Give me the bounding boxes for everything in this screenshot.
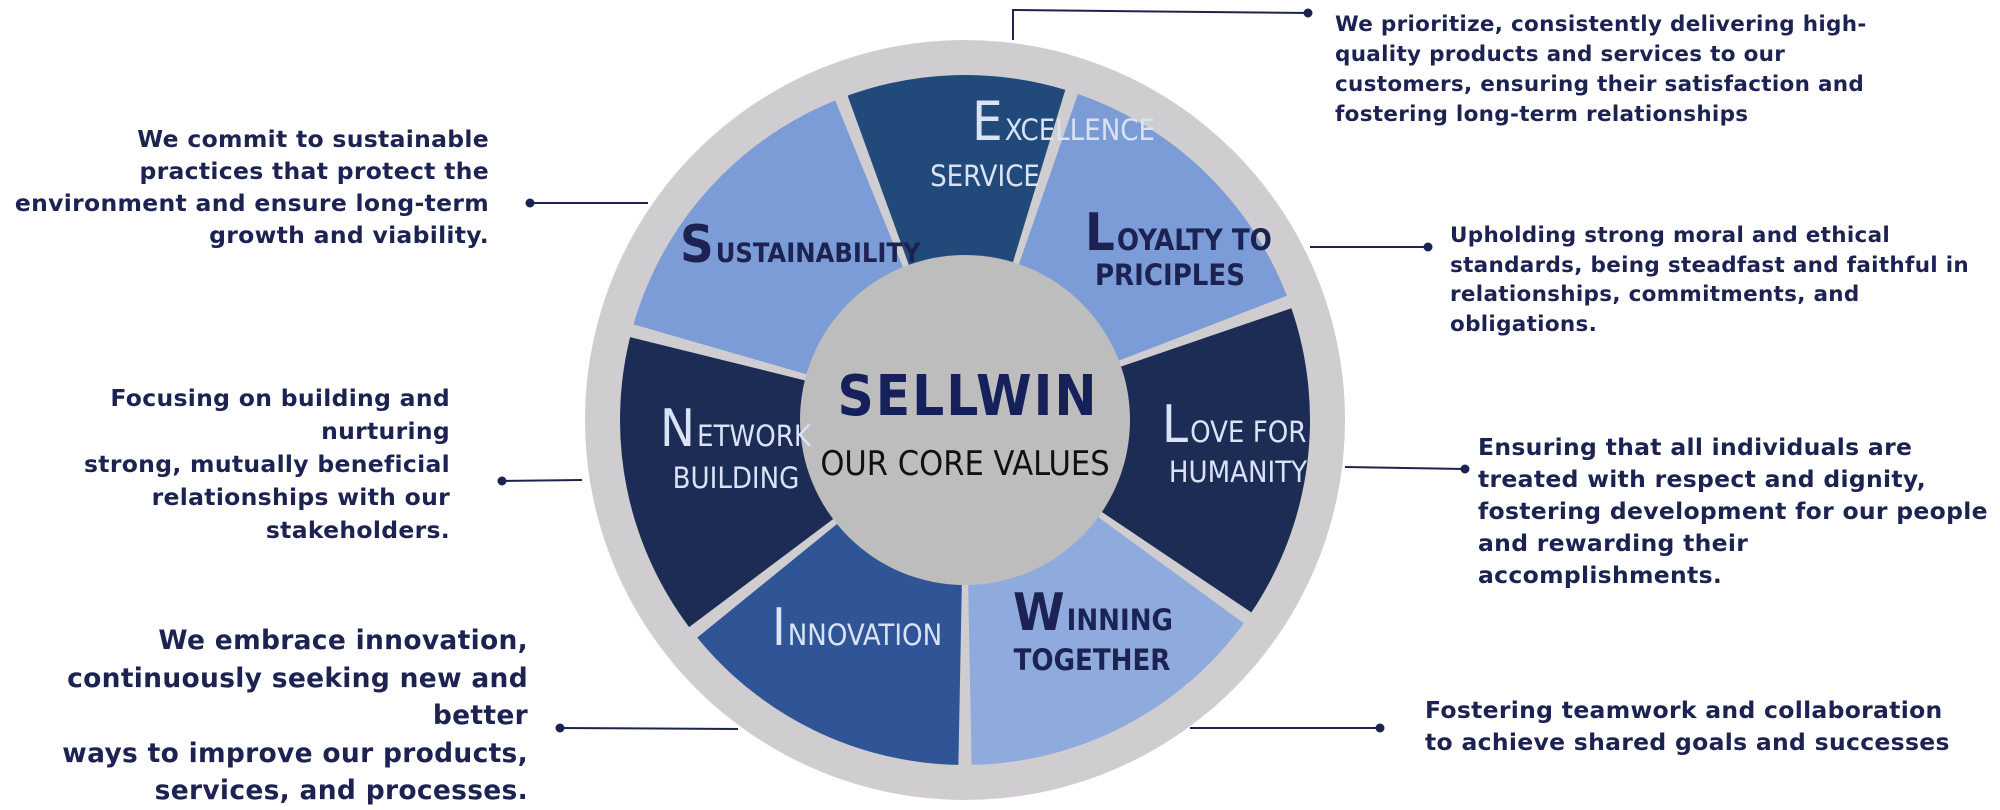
segment-network <box>620 337 838 628</box>
connector-excellence <box>1012 8 1309 40</box>
segment-excellence <box>847 75 1066 270</box>
description-winning: Fostering teamwork and collaboration to … <box>1425 696 1950 756</box>
segment-winning <box>968 514 1244 765</box>
segment-innovation <box>697 520 962 765</box>
connector-love <box>1344 466 1466 470</box>
connector-dot-excellence <box>1303 8 1313 18</box>
segment-sustainability <box>633 100 905 376</box>
connector-innovation <box>559 727 739 730</box>
segment-label-loyalty: LOYALTY TO <box>1085 203 1272 263</box>
segment-label-winning-line2: TOGETHER <box>1014 643 1171 677</box>
description-innovation: We embrace innovation, continuously seek… <box>62 625 528 806</box>
connector-dot-network <box>497 476 507 486</box>
segment-love <box>1097 308 1310 613</box>
segment-label-network-line2: BUILDING <box>673 461 800 495</box>
segment-label-love-line2: HUMANITY <box>1169 455 1308 489</box>
connector-dot-sustainability <box>525 198 535 208</box>
center-subtitle: OUR CORE VALUES <box>820 444 1109 484</box>
segment-label-excellence: EXCELLENCE <box>972 90 1155 153</box>
connector-dot-loyalty <box>1423 242 1433 252</box>
connector-network <box>501 479 583 482</box>
connector-dot-love <box>1460 464 1470 474</box>
description-network: Focusing on building and nurturing stron… <box>84 384 450 544</box>
center-hub <box>800 255 1130 585</box>
segment-loyalty <box>1017 93 1287 363</box>
segment-label-innovation: INNOVATION <box>772 598 942 658</box>
segment-label-love: LOVE FOR <box>1162 395 1306 455</box>
segment-label-loyalty-line2: PRICIPLES <box>1095 258 1245 292</box>
description-love: Ensuring that all individuals are treate… <box>1478 433 1988 589</box>
segment-label-winning: WINNING <box>1013 583 1173 643</box>
center-title: SELLWIN <box>837 364 1098 429</box>
segment-label-sustainability: SUSTAINABILITY <box>680 215 921 275</box>
description-sustainability: We commit to sustainable practices that … <box>14 125 489 249</box>
segment-label-network: NETWORK <box>660 399 812 459</box>
segment-label-excellence-line2: SERVICE <box>930 159 1040 193</box>
description-excellence: We prioritize, consistently delivering h… <box>1335 12 1867 127</box>
description-loyalty: Upholding strong moral and ethical stand… <box>1450 223 1970 337</box>
connector-dot-innovation <box>555 723 565 733</box>
connector-dot-winning <box>1375 723 1385 733</box>
